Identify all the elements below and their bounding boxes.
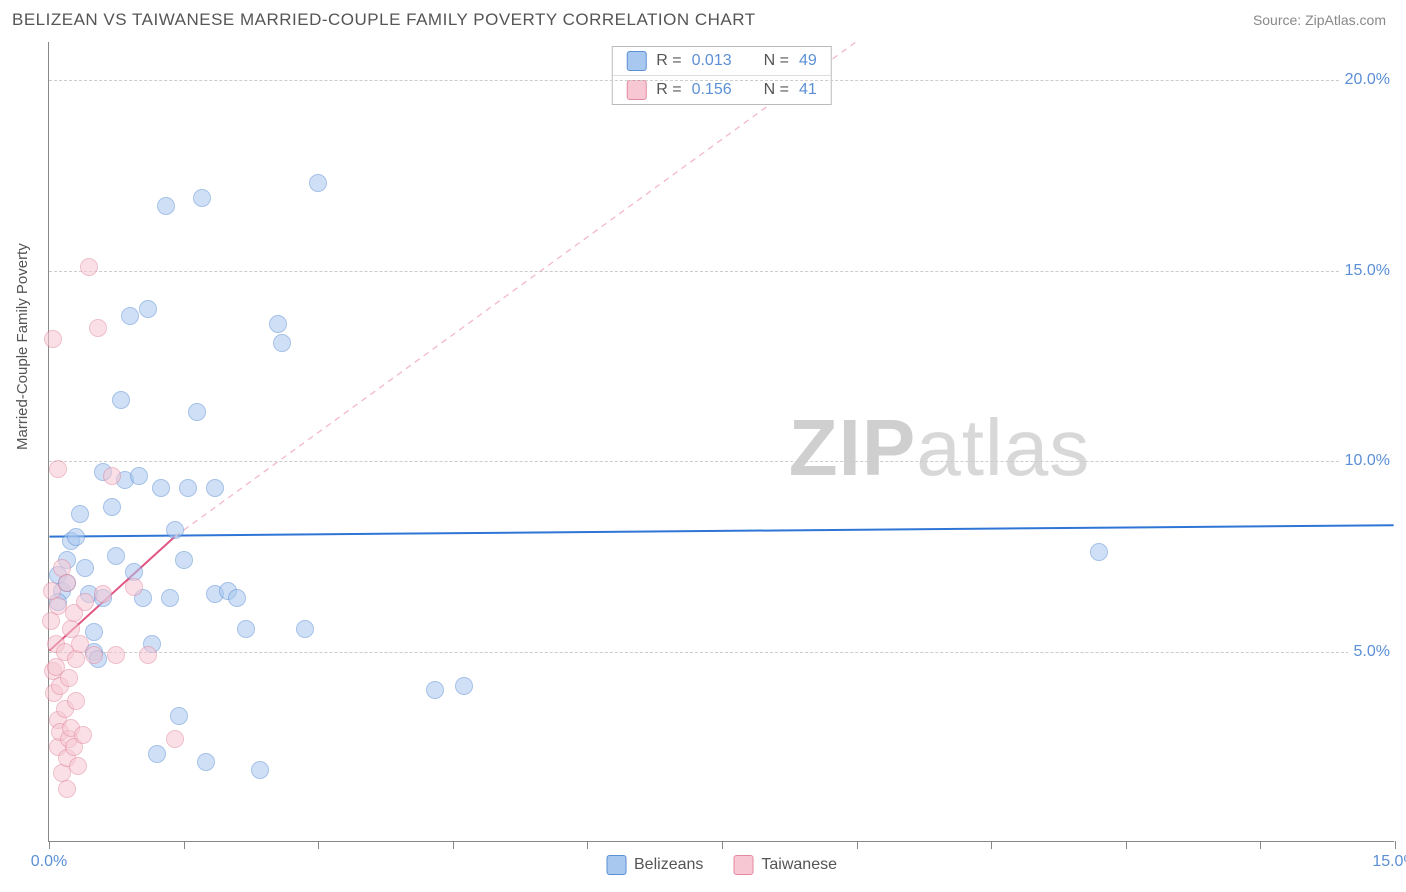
chart-header: BELIZEAN VS TAIWANESE MARRIED-COUPLE FAM… [0, 0, 1406, 35]
x-tick [587, 841, 588, 849]
data-point [74, 726, 92, 744]
data-point [455, 677, 473, 695]
data-point [148, 745, 166, 763]
grid-line [49, 271, 1394, 272]
data-point [179, 479, 197, 497]
chart-source: Source: ZipAtlas.com [1253, 12, 1386, 28]
scatter-plot: ZIPatlas R = 0.013 N = 49 R = 0.156 N = … [48, 42, 1394, 842]
data-point [67, 692, 85, 710]
data-point [76, 593, 94, 611]
data-point [269, 315, 287, 333]
x-tick [991, 841, 992, 849]
grid-line [49, 80, 1394, 81]
x-tick [318, 841, 319, 849]
plot-wrap: ZIPatlas R = 0.013 N = 49 R = 0.156 N = … [48, 42, 1394, 842]
data-point [161, 589, 179, 607]
n-value: 41 [799, 81, 817, 99]
data-point [296, 620, 314, 638]
y-tick-label: 10.0% [1339, 452, 1396, 470]
x-tick [184, 841, 185, 849]
data-point [157, 197, 175, 215]
y-tick-label: 15.0% [1339, 262, 1396, 280]
data-point [80, 258, 98, 276]
grid-line [49, 652, 1394, 653]
data-point [125, 578, 143, 596]
regression-lines [49, 42, 1394, 841]
data-point [89, 319, 107, 337]
x-tick [1395, 841, 1396, 849]
data-point [103, 467, 121, 485]
legend-stats: R = 0.013 N = 49 R = 0.156 N = 41 [611, 46, 832, 105]
chart-title: BELIZEAN VS TAIWANESE MARRIED-COUPLE FAM… [12, 10, 756, 30]
y-axis-label: Married-Couple Family Poverty [14, 243, 31, 450]
data-point [85, 646, 103, 664]
legend-stats-row: R = 0.013 N = 49 [612, 47, 831, 76]
data-point [309, 174, 327, 192]
legend-label: Taiwanese [761, 856, 837, 874]
r-label: R = [656, 52, 681, 70]
data-point [69, 757, 87, 775]
grid-line [49, 461, 1394, 462]
legend-series: Belizeans Taiwanese [606, 855, 837, 875]
legend-item: Taiwanese [733, 855, 837, 875]
data-point [71, 505, 89, 523]
r-label: R = [656, 81, 681, 99]
data-point [206, 479, 224, 497]
data-point [76, 559, 94, 577]
data-point [58, 780, 76, 798]
x-tick [1260, 841, 1261, 849]
r-value: 0.156 [692, 81, 732, 99]
x-tick [722, 841, 723, 849]
x-tick-label: 15.0% [1372, 853, 1406, 871]
y-tick-label: 5.0% [1348, 643, 1396, 661]
n-label: N = [764, 81, 789, 99]
data-point [67, 528, 85, 546]
data-point [193, 189, 211, 207]
data-point [139, 300, 157, 318]
x-tick-label: 0.0% [31, 853, 67, 871]
data-point [170, 707, 188, 725]
data-point [44, 330, 62, 348]
legend-swatch [626, 80, 646, 100]
regression-line [49, 525, 1393, 536]
x-tick [857, 841, 858, 849]
data-point [228, 589, 246, 607]
data-point [49, 460, 67, 478]
n-value: 49 [799, 52, 817, 70]
data-point [197, 753, 215, 771]
data-point [94, 585, 112, 603]
data-point [130, 467, 148, 485]
data-point [58, 574, 76, 592]
data-point [67, 650, 85, 668]
data-point [107, 646, 125, 664]
legend-swatch [606, 855, 626, 875]
x-tick [49, 841, 50, 849]
data-point [121, 307, 139, 325]
data-point [107, 547, 125, 565]
legend-swatch [733, 855, 753, 875]
data-point [1090, 543, 1108, 561]
data-point [273, 334, 291, 352]
data-point [426, 681, 444, 699]
data-point [188, 403, 206, 421]
regression-line [175, 42, 856, 537]
y-tick-label: 20.0% [1339, 71, 1396, 89]
data-point [166, 730, 184, 748]
legend-label: Belizeans [634, 856, 703, 874]
x-tick [1126, 841, 1127, 849]
data-point [166, 521, 184, 539]
data-point [175, 551, 193, 569]
data-point [60, 669, 78, 687]
r-value: 0.013 [692, 52, 732, 70]
data-point [103, 498, 121, 516]
n-label: N = [764, 52, 789, 70]
legend-item: Belizeans [606, 855, 703, 875]
data-point [139, 646, 157, 664]
data-point [112, 391, 130, 409]
x-tick [453, 841, 454, 849]
legend-swatch [626, 51, 646, 71]
data-point [152, 479, 170, 497]
data-point [237, 620, 255, 638]
data-point [251, 761, 269, 779]
